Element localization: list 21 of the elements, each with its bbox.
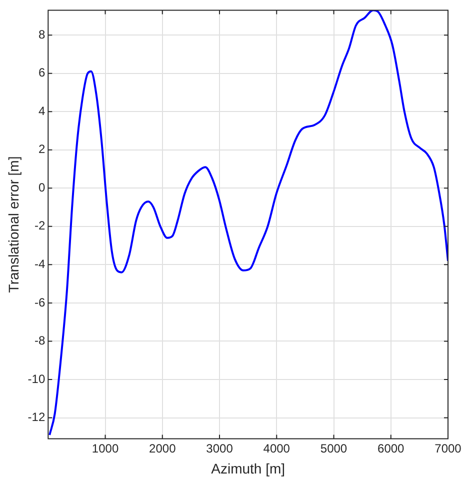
y-tick-label: 8 [38,27,46,42]
x-tick-label: 5000 [320,441,348,456]
y-tick-label: 6 [38,66,46,80]
line-series [48,10,448,436]
y-axis-title: Translational error [m] [5,156,22,293]
x-tick-label: 4000 [263,441,290,456]
y-tick-label: -12 [28,410,46,424]
y-tick-label: -4 [34,256,46,271]
x-tick-label: 1000 [92,441,119,456]
x-tick-label: 2000 [149,441,176,456]
y-tick-label: -8 [34,334,46,348]
y-tick-label: -2 [34,218,46,233]
x-tick-label: 7000 [434,441,462,456]
x-tick-label: 3000 [206,441,234,456]
x-tick-label: 6000 [378,441,405,456]
y-tick-label: 2 [38,142,46,156]
y-tick-label: 0 [38,180,46,194]
x-axis-title: Azimuth [m] [211,460,286,476]
y-tick-label: -6 [34,295,46,310]
y-tick-label: -10 [28,372,46,386]
y-tick-label: 4 [38,104,46,118]
